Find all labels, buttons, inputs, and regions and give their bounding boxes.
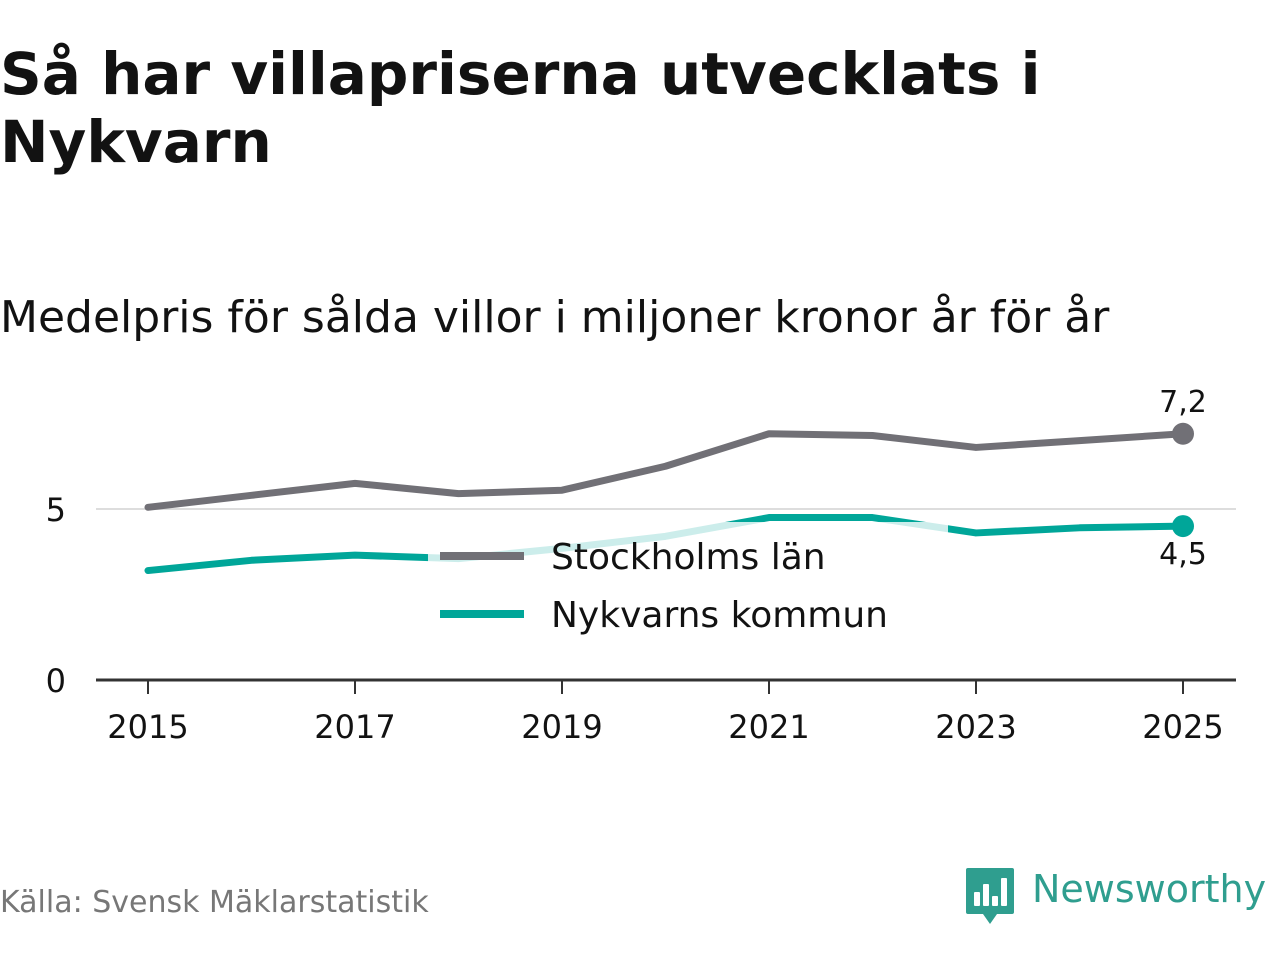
- y-tick-label-0: 0: [46, 662, 66, 700]
- x-tick-label-2023: 2023: [935, 708, 1016, 746]
- legend-background: [428, 522, 948, 640]
- x-tick-label-2025: 2025: [1142, 708, 1223, 746]
- brand-name: Newsworthy: [1032, 867, 1267, 911]
- x-tick-label-2019: 2019: [521, 708, 602, 746]
- newsworthy-bar-chart-icon: [966, 868, 1014, 924]
- end-marker-stockholm: [1172, 422, 1194, 445]
- series-line-stockholm: [144, 430, 1187, 511]
- x-tick-label-2021: 2021: [728, 708, 809, 746]
- x-tick-label-2015: 2015: [107, 708, 188, 746]
- x-tick-label-2017: 2017: [314, 708, 395, 746]
- end-label-nykvarn: 4,5: [1159, 537, 1207, 572]
- y-tick-label-5: 5: [46, 491, 66, 529]
- legend-label-nykvarn: Nykvarns kommun: [551, 595, 888, 636]
- source-note: Källa: Svensk Mäklarstatistik: [0, 885, 429, 920]
- line-chart: 0 5 2015 2017 2019 2021 2023 2025 Stockholms län…: [46, 385, 1236, 746]
- end-marker-nykvarn: [1172, 515, 1194, 538]
- legend-label-stockholm: Stockholms län: [551, 537, 826, 578]
- end-label-stockholm: 7,2: [1159, 385, 1207, 420]
- chart-title: Så har villapriserna utvecklats i Nykvar…: [0, 40, 1041, 176]
- chart-subtitle: Medelpris för sålda villor i miljoner kr…: [0, 292, 1110, 343]
- brand-logo: Newsworthy: [964, 866, 1266, 926]
